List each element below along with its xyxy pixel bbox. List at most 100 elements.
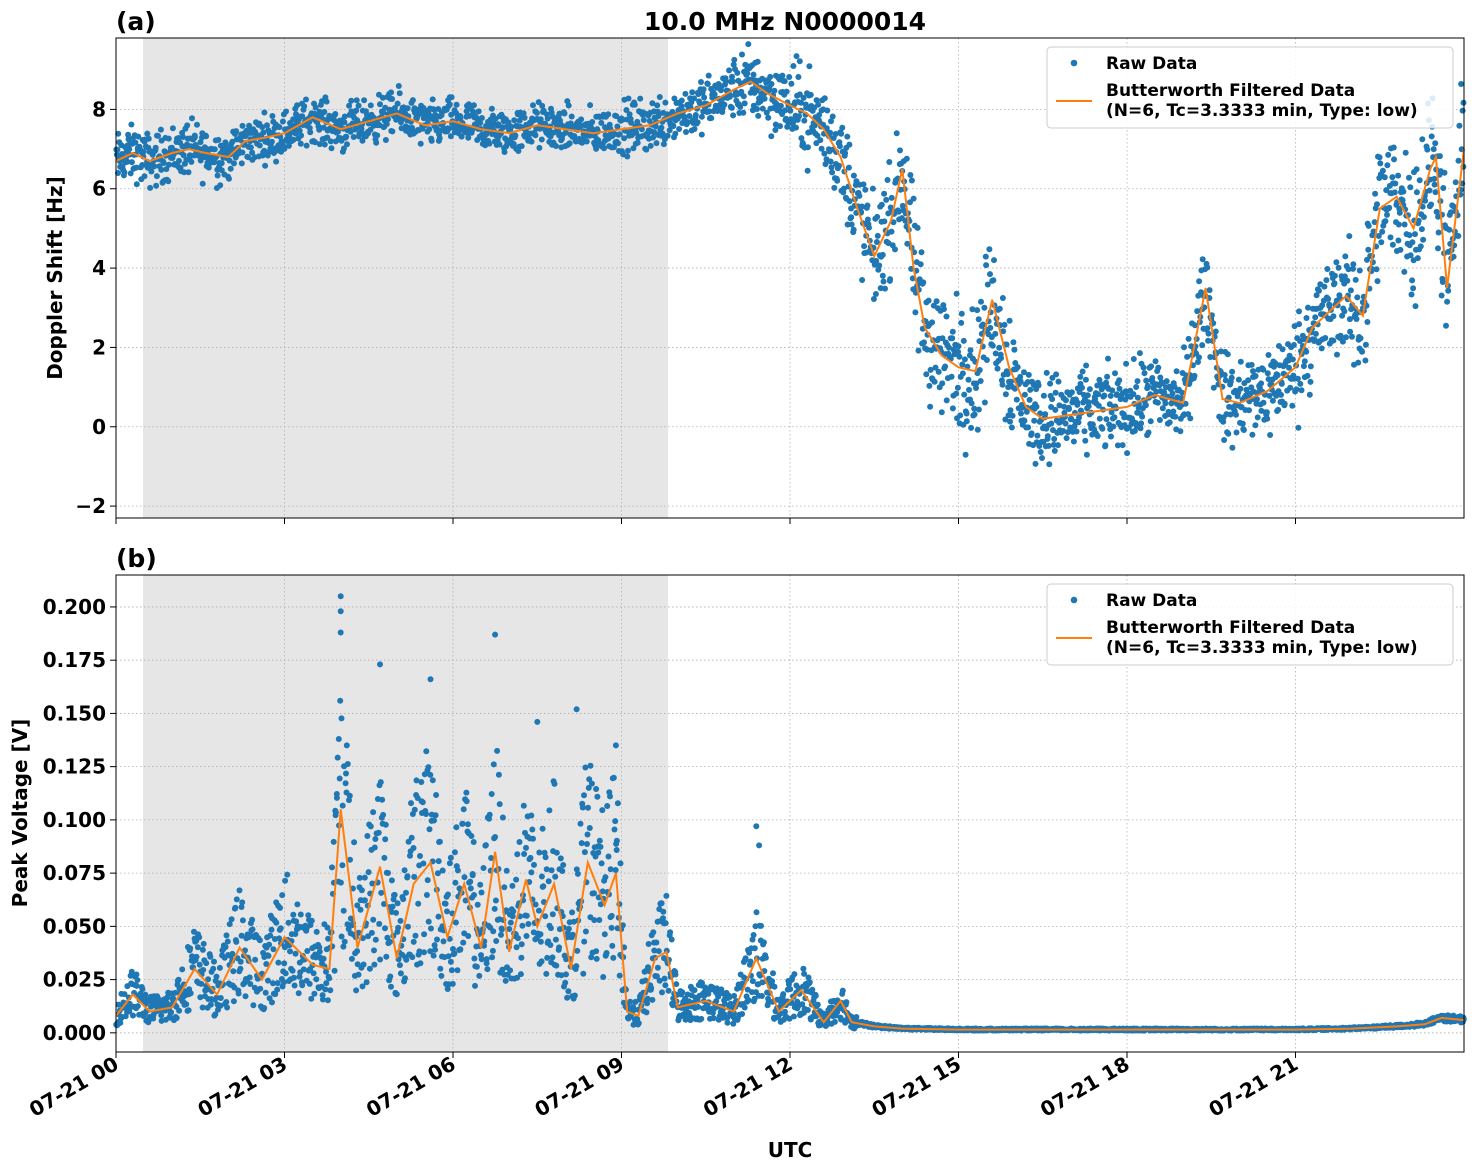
raw-data-point — [498, 931, 504, 938]
raw-data-point — [701, 94, 708, 101]
raw-data-point — [1099, 425, 1106, 432]
raw-data-point — [467, 878, 474, 885]
raw-data-point — [163, 166, 170, 173]
raw-data-point — [981, 304, 988, 311]
raw-data-point — [1274, 372, 1281, 379]
raw-data-point — [153, 173, 160, 180]
raw-data-point — [279, 892, 286, 899]
raw-data-point — [348, 955, 355, 962]
raw-data-point — [281, 145, 288, 152]
raw-data-point — [1045, 442, 1052, 449]
raw-data-point — [965, 376, 972, 383]
raw-data-point — [563, 971, 569, 978]
raw-data-point — [203, 133, 210, 140]
raw-data-point — [790, 63, 797, 69]
raw-data-point — [429, 96, 436, 103]
raw-data-point — [396, 962, 403, 969]
raw-data-point — [262, 989, 269, 996]
raw-data-point — [361, 874, 368, 881]
raw-data-point — [630, 145, 637, 152]
raw-data-point — [1352, 276, 1359, 283]
raw-data-point — [747, 958, 754, 965]
raw-data-point — [1254, 414, 1261, 421]
raw-data-point — [788, 80, 795, 87]
raw-data-point — [1334, 351, 1340, 358]
raw-data-point — [1321, 283, 1328, 290]
raw-data-point — [994, 365, 1001, 372]
raw-data-point — [908, 177, 915, 184]
raw-data-point — [537, 931, 544, 938]
raw-data-point — [447, 958, 454, 965]
raw-data-point — [594, 793, 601, 800]
raw-data-point — [538, 873, 545, 880]
raw-data-point — [1345, 266, 1352, 273]
raw-data-point — [217, 142, 224, 149]
raw-data-point — [126, 146, 133, 153]
raw-data-point — [686, 113, 693, 119]
raw-data-point — [242, 993, 249, 1000]
raw-data-point — [1161, 389, 1168, 396]
raw-data-point — [959, 370, 966, 377]
raw-data-point — [1305, 304, 1311, 311]
raw-data-point — [175, 976, 182, 983]
raw-data-point — [777, 102, 784, 109]
raw-data-point — [1052, 406, 1059, 413]
raw-data-point — [1044, 433, 1051, 440]
raw-data-point — [664, 132, 671, 139]
raw-data-point — [303, 96, 309, 103]
raw-data-point — [1290, 342, 1297, 348]
chart-title: 10.0 MHz N0000014 — [644, 7, 926, 36]
raw-data-point — [470, 102, 477, 109]
raw-data-point — [1306, 391, 1313, 398]
raw-data-point — [1323, 277, 1330, 284]
raw-data-point — [213, 973, 220, 980]
raw-data-point — [1412, 303, 1419, 310]
raw-data-point — [391, 105, 398, 111]
raw-data-point — [578, 116, 585, 123]
raw-data-point — [128, 121, 135, 128]
raw-data-point — [1350, 261, 1357, 268]
raw-data-point — [1156, 417, 1163, 423]
raw-data-point — [1225, 394, 1232, 401]
raw-data-point — [655, 948, 662, 955]
raw-data-point — [160, 160, 167, 166]
legend-filtered-label-line: Butterworth Filtered Data — [1106, 81, 1355, 101]
raw-data-point — [140, 148, 147, 155]
raw-data-point — [464, 821, 471, 828]
raw-data-point — [587, 102, 594, 109]
raw-data-point — [565, 925, 572, 932]
raw-data-point — [1008, 378, 1014, 385]
raw-data-point — [888, 228, 895, 235]
raw-data-point — [125, 131, 132, 138]
raw-data-point — [359, 137, 366, 144]
raw-data-point — [397, 970, 404, 977]
raw-data-point — [323, 98, 330, 105]
raw-data-point — [730, 112, 737, 119]
raw-data-point — [665, 987, 672, 994]
raw-data-point — [538, 136, 545, 143]
raw-data-point — [790, 1013, 797, 1020]
raw-data-point — [262, 162, 269, 169]
raw-data-point — [658, 900, 665, 907]
raw-data-point — [1025, 424, 1032, 431]
panel-a-y-axis-label: Doppler Shift [Hz] — [43, 176, 67, 380]
raw-data-point — [239, 149, 246, 156]
panel-a-label: (a) — [116, 7, 156, 36]
raw-data-point — [1237, 358, 1244, 365]
raw-data-point — [1079, 368, 1086, 375]
raw-data-point — [1048, 420, 1055, 427]
raw-data-point — [1435, 229, 1442, 236]
raw-data-point — [1153, 388, 1160, 395]
raw-data-point — [539, 102, 546, 109]
raw-data-point — [1205, 337, 1212, 344]
raw-data-point — [185, 1007, 192, 1014]
raw-data-point — [1017, 378, 1024, 385]
raw-data-point — [613, 113, 620, 120]
raw-data-point — [1199, 342, 1206, 349]
raw-data-point — [1347, 328, 1354, 335]
raw-data-point — [1297, 380, 1304, 387]
raw-data-point — [649, 996, 656, 1003]
raw-data-point — [544, 115, 551, 122]
raw-data-point — [284, 871, 291, 878]
raw-data-point — [869, 185, 876, 192]
